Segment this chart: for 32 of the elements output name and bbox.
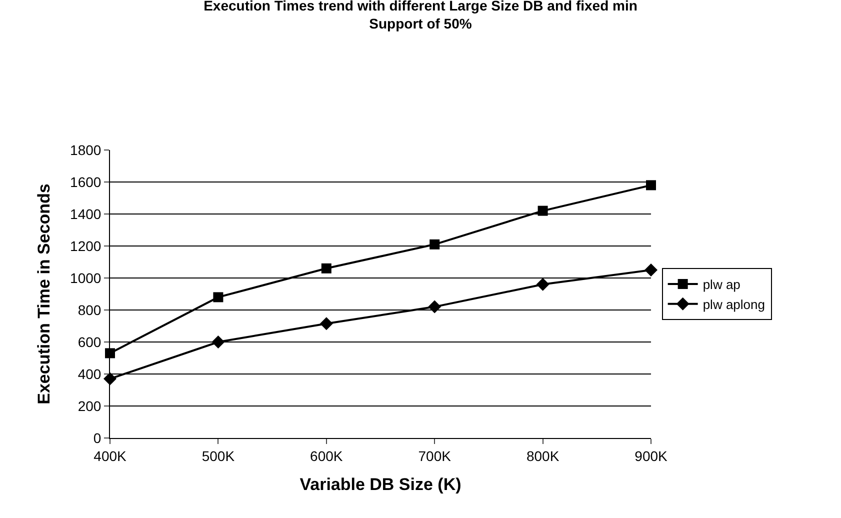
y-tick-label: 1000 [70, 270, 102, 286]
x-tick-label: 400K [94, 448, 128, 464]
x-tick-label: 800K [526, 448, 560, 464]
y-tick-label: 800 [78, 302, 102, 318]
y-tick-label: 400 [78, 366, 102, 382]
chart-title: Execution Times trend with different Large Size DB and fixed min Support of 50% [204, 0, 638, 32]
point [105, 348, 115, 358]
y-tick-label: 1400 [70, 206, 102, 222]
point [321, 263, 332, 274]
y-axis-title: Execution Time in Seconds [34, 184, 54, 404]
point [213, 292, 224, 302]
point [644, 264, 658, 276]
point [212, 336, 225, 348]
y-tick-label: 1800 [70, 142, 102, 158]
point [430, 239, 440, 250]
legend-label: plw aplong [702, 296, 765, 312]
x-tick-label: 500K [202, 448, 236, 464]
x-tick-label: 900K [634, 448, 668, 464]
point [646, 180, 656, 190]
y-tick-label: 600 [78, 334, 102, 350]
point [538, 206, 548, 216]
x-axis-title: Variable DB Size (K) [300, 475, 462, 494]
point [428, 300, 442, 314]
x-tick-label: 700K [418, 448, 452, 464]
x-tick-label: 600K [310, 448, 344, 464]
point [536, 278, 550, 291]
y-tick-label: 1200 [70, 238, 102, 254]
point [320, 317, 333, 330]
y-tick-label: 0 [93, 430, 102, 446]
y-tick-label: 1600 [70, 174, 102, 190]
y-tick-label: 200 [78, 398, 102, 414]
legend-label: plw ap [702, 277, 740, 292]
